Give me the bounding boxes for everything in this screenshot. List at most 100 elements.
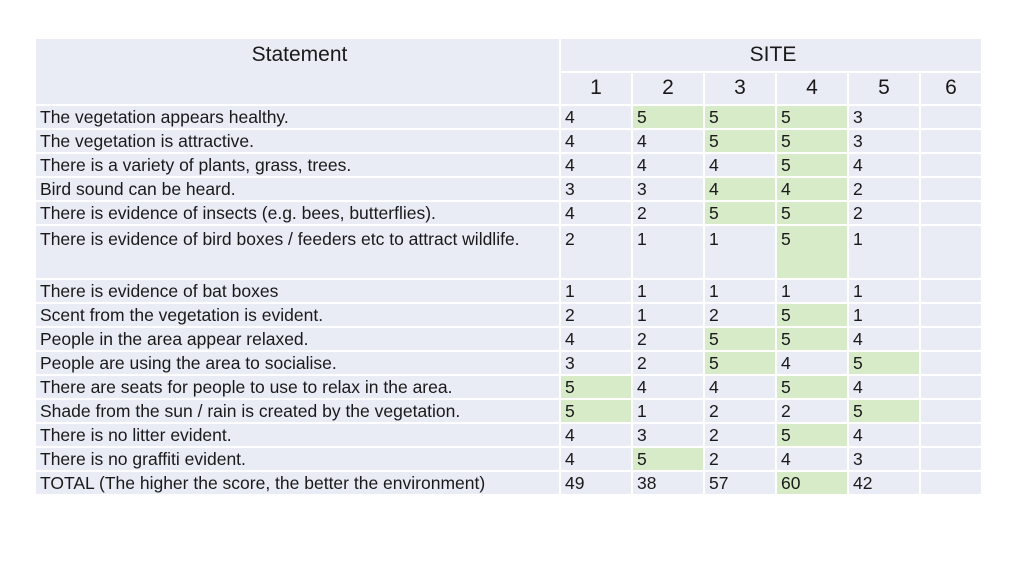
score-cell: 1 bbox=[631, 302, 705, 328]
score-cell: 3 bbox=[847, 128, 921, 154]
table-body: The vegetation appears healthy. 4 5 5 5 3 The … bbox=[34, 104, 983, 496]
header-row-top: Statement SITE bbox=[34, 37, 983, 106]
score-cell: 49 bbox=[559, 470, 633, 496]
score-cell: 4 bbox=[775, 446, 849, 472]
score-cell: 4 bbox=[847, 326, 921, 352]
score-cell: 2 bbox=[847, 200, 921, 226]
table-row: There are seats for people to use to rel… bbox=[34, 374, 983, 400]
site-group-header: SITE bbox=[559, 37, 983, 73]
score-cell: 5 bbox=[703, 104, 777, 130]
score-cell: 5 bbox=[559, 374, 633, 400]
score-cell: 5 bbox=[631, 446, 705, 472]
score-cell: 5 bbox=[775, 152, 849, 178]
statement-cell: There is evidence of insects (e.g. bees,… bbox=[34, 200, 561, 226]
score-cell bbox=[919, 176, 983, 202]
score-cell: 2 bbox=[631, 200, 705, 226]
score-cell: 3 bbox=[631, 422, 705, 448]
score-cell: 5 bbox=[847, 398, 921, 424]
score-cell: 4 bbox=[847, 374, 921, 400]
score-cell: 5 bbox=[775, 104, 849, 130]
score-cell: 38 bbox=[631, 470, 705, 496]
score-cell bbox=[919, 104, 983, 130]
score-cell: 5 bbox=[847, 350, 921, 376]
site-number-header: 5 bbox=[847, 70, 921, 106]
header-row-sites: 1 2 3 4 5 6 bbox=[35, 70, 983, 106]
statement-cell: People in the area appear relaxed. bbox=[34, 326, 561, 352]
score-cell: 2 bbox=[559, 302, 633, 328]
score-cell bbox=[919, 152, 983, 178]
score-cell: 4 bbox=[559, 422, 633, 448]
score-cell: 4 bbox=[703, 176, 777, 202]
score-cell: 2 bbox=[559, 224, 633, 280]
table-row: People are using the area to socialise. 3… bbox=[34, 350, 983, 376]
table-row: There is evidence of bird boxes / feeder… bbox=[34, 224, 983, 280]
site-number-header: 6 bbox=[919, 70, 983, 106]
total-row: TOTAL (The higher the score, the better … bbox=[34, 470, 983, 496]
statement-cell: Scent from the vegetation is evident. bbox=[34, 302, 561, 328]
score-cell bbox=[919, 350, 983, 376]
site-number-header: 3 bbox=[703, 70, 777, 106]
score-cell: 5 bbox=[775, 374, 849, 400]
score-cell: 4 bbox=[559, 152, 633, 178]
site-number-header: 2 bbox=[631, 70, 705, 106]
score-cell: 1 bbox=[703, 278, 777, 304]
score-cell: 1 bbox=[847, 302, 921, 328]
score-cell: 4 bbox=[703, 374, 777, 400]
score-cell: 57 bbox=[703, 470, 777, 496]
score-cell: 3 bbox=[847, 446, 921, 472]
site-score-table: Statement SITE 1 2 3 4 5 6 The vegetatio… bbox=[34, 37, 983, 496]
table-row: The vegetation appears healthy. 4 5 5 5 3 bbox=[34, 104, 983, 130]
statement-cell: There is evidence of bird boxes / feeder… bbox=[34, 224, 561, 280]
score-cell: 1 bbox=[631, 224, 705, 280]
score-cell: 4 bbox=[559, 446, 633, 472]
score-cell: 4 bbox=[775, 176, 849, 202]
score-cell: 4 bbox=[703, 152, 777, 178]
statement-cell: Bird sound can be heard. bbox=[34, 176, 561, 202]
score-cell bbox=[919, 278, 983, 304]
score-cell: 1 bbox=[847, 278, 921, 304]
statement-cell: Shade from the sun / rain is created by … bbox=[34, 398, 561, 424]
score-cell: 2 bbox=[703, 446, 777, 472]
score-cell: 1 bbox=[631, 278, 705, 304]
statement-cell: There is evidence of bat boxes bbox=[34, 278, 561, 304]
score-cell: 4 bbox=[631, 374, 705, 400]
table-row: Bird sound can be heard. 3 3 4 4 2 bbox=[34, 176, 983, 202]
score-cell: 2 bbox=[775, 398, 849, 424]
score-cell: 5 bbox=[775, 224, 849, 280]
statement-cell: The vegetation appears healthy. bbox=[34, 104, 561, 130]
statement-cell: TOTAL (The higher the score, the better … bbox=[34, 470, 561, 496]
score-cell bbox=[919, 398, 983, 424]
score-cell bbox=[919, 200, 983, 226]
statement-cell: There is no graffiti evident. bbox=[34, 446, 561, 472]
score-cell bbox=[919, 224, 983, 280]
score-cell bbox=[919, 446, 983, 472]
table-row: There is a variety of plants, grass, tre… bbox=[34, 152, 983, 178]
score-cell: 4 bbox=[559, 326, 633, 352]
score-cell: 4 bbox=[631, 128, 705, 154]
score-cell: 3 bbox=[847, 104, 921, 130]
score-cell bbox=[919, 128, 983, 154]
score-cell: 5 bbox=[775, 200, 849, 226]
score-cell: 2 bbox=[703, 422, 777, 448]
score-cell: 4 bbox=[559, 104, 633, 130]
score-cell: 4 bbox=[847, 152, 921, 178]
score-cell: 1 bbox=[631, 398, 705, 424]
statement-cell: There is no litter evident. bbox=[34, 422, 561, 448]
score-cell bbox=[919, 470, 983, 496]
score-cell: 4 bbox=[847, 422, 921, 448]
score-cell: 4 bbox=[559, 200, 633, 226]
score-cell: 5 bbox=[631, 104, 705, 130]
score-cell: 2 bbox=[703, 302, 777, 328]
score-cell: 5 bbox=[703, 200, 777, 226]
site-number-header: 4 bbox=[775, 70, 849, 106]
score-cell: 2 bbox=[703, 398, 777, 424]
table-row: The vegetation is attractive. 4 4 5 5 3 bbox=[34, 128, 983, 154]
table-row: There is no graffiti evident. 4 5 2 4 3 bbox=[34, 446, 983, 472]
score-cell: 5 bbox=[703, 128, 777, 154]
table-row: There is evidence of insects (e.g. bees,… bbox=[34, 200, 983, 226]
score-cell: 1 bbox=[775, 278, 849, 304]
score-cell bbox=[919, 422, 983, 448]
score-cell: 1 bbox=[847, 224, 921, 280]
score-cell: 60 bbox=[775, 470, 849, 496]
table-row: There is evidence of bat boxes 1 1 1 1 1 bbox=[34, 278, 983, 304]
